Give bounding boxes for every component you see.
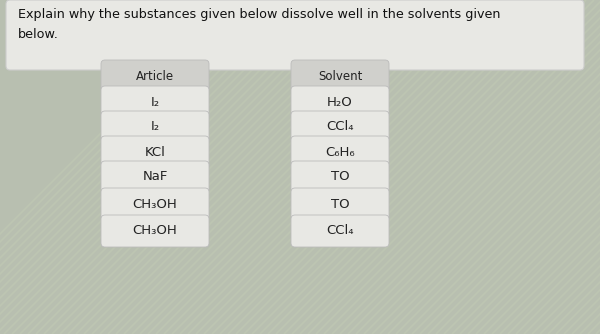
FancyBboxPatch shape: [101, 86, 209, 118]
Text: CCl₄: CCl₄: [326, 224, 354, 237]
Text: below.: below.: [18, 28, 59, 41]
Text: I₂: I₂: [151, 96, 160, 109]
Text: CH₃OH: CH₃OH: [133, 197, 178, 210]
Text: Solvent: Solvent: [318, 69, 362, 82]
FancyBboxPatch shape: [101, 161, 209, 193]
Text: Article: Article: [136, 69, 174, 82]
Text: NaF: NaF: [142, 170, 167, 183]
Text: H₂O: H₂O: [327, 96, 353, 109]
FancyBboxPatch shape: [291, 60, 389, 92]
FancyBboxPatch shape: [291, 136, 389, 168]
FancyBboxPatch shape: [6, 0, 584, 70]
Text: I₂: I₂: [151, 121, 160, 134]
Text: CCl₄: CCl₄: [326, 121, 354, 134]
Text: C₆H₆: C₆H₆: [325, 146, 355, 159]
FancyBboxPatch shape: [291, 188, 389, 220]
Text: Explain why the substances given below dissolve well in the solvents given: Explain why the substances given below d…: [18, 8, 500, 21]
Text: CH₃OH: CH₃OH: [133, 224, 178, 237]
Text: KCl: KCl: [145, 146, 166, 159]
FancyBboxPatch shape: [101, 215, 209, 247]
FancyBboxPatch shape: [101, 136, 209, 168]
FancyBboxPatch shape: [101, 188, 209, 220]
FancyBboxPatch shape: [291, 215, 389, 247]
FancyBboxPatch shape: [291, 86, 389, 118]
Text: TO: TO: [331, 197, 349, 210]
FancyBboxPatch shape: [291, 161, 389, 193]
FancyBboxPatch shape: [291, 111, 389, 143]
FancyBboxPatch shape: [101, 60, 209, 92]
Text: TO: TO: [331, 170, 349, 183]
FancyBboxPatch shape: [101, 111, 209, 143]
